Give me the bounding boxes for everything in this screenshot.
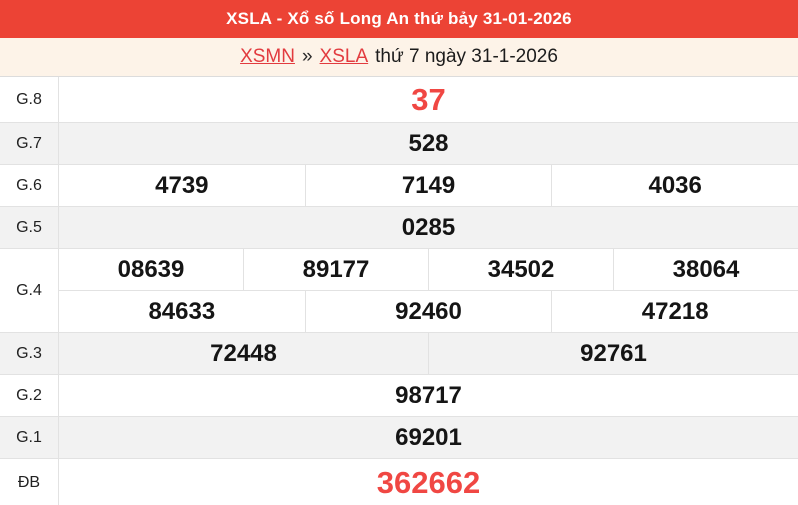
prize-line: 08639 89177 34502 38064 [59, 249, 798, 290]
prize-number: 37 [411, 81, 446, 117]
prize-values: 362662 [59, 459, 798, 505]
prize-row-g3: G.3 72448 92761 [0, 333, 798, 375]
prize-number: 0285 [401, 213, 456, 241]
breadcrumb-link-xsla[interactable]: XSLA [319, 46, 369, 67]
prize-number: 69201 [395, 423, 462, 451]
prize-label: G.8 [0, 77, 59, 122]
prize-number: 4036 [551, 165, 798, 206]
prize-label: G.6 [0, 165, 59, 206]
prize-row-g7: G.7 528 [0, 123, 798, 165]
prize-label: G.5 [0, 207, 59, 248]
prize-line: 72448 92761 [59, 333, 798, 374]
prize-label: ĐB [0, 459, 59, 505]
prize-row-g2: G.2 98717 [0, 375, 798, 417]
prize-number: 84633 [148, 297, 216, 325]
breadcrumb: XSMN » XSLA thứ 7 ngày 31-1-2026 [0, 38, 798, 76]
prize-row-g8: G.8 37 [0, 77, 798, 123]
prize-label: G.2 [0, 375, 59, 416]
prize-number: 362662 [376, 464, 481, 500]
breadcrumb-date-text: thứ 7 ngày 31-1-2026 [375, 46, 558, 67]
prize-number: 92761 [428, 333, 798, 374]
prize-line: 528 [59, 123, 798, 164]
prize-number: 72448 [210, 339, 277, 367]
prize-row-db: ĐB 362662 [0, 459, 798, 505]
prize-number: 47218 [551, 291, 798, 332]
prize-values: 0285 [59, 207, 798, 248]
prize-line: 0285 [59, 207, 798, 248]
prize-values: 37 [59, 77, 798, 122]
prize-label: G.4 [0, 249, 59, 332]
prize-line: 37 [59, 77, 798, 122]
prize-label: G.1 [0, 417, 59, 458]
lottery-results-table: G.8 37 G.7 528 G.6 4739 7149 4036 G.5 [0, 76, 798, 505]
prize-row-g6: G.6 4739 7149 4036 [0, 165, 798, 207]
prize-number: 528 [408, 129, 449, 157]
prize-line: 98717 [59, 375, 798, 416]
page-header: XSLA - Xổ số Long An thứ bảy 31-01-2026 [0, 0, 798, 38]
page-title: XSLA - Xổ số Long An thứ bảy 31-01-2026 [226, 9, 572, 28]
prize-values: 98717 [59, 375, 798, 416]
prize-number: 08639 [117, 255, 185, 283]
prize-values: 69201 [59, 417, 798, 458]
prize-number: 98717 [395, 381, 462, 409]
prize-number: 92460 [304, 291, 552, 332]
prize-values: 528 [59, 123, 798, 164]
prize-number: 4739 [155, 171, 209, 199]
prize-values: 08639 89177 34502 38064 84633 92460 4721… [59, 249, 798, 332]
breadcrumb-link-xsmn[interactable]: XSMN [240, 46, 295, 67]
prize-values: 72448 92761 [59, 333, 798, 374]
prize-number: 38064 [613, 249, 798, 290]
prize-row-g1: G.1 69201 [0, 417, 798, 459]
prize-label: G.3 [0, 333, 59, 374]
prize-line: 69201 [59, 417, 798, 458]
breadcrumb-separator: » [301, 46, 313, 67]
prize-label: G.7 [0, 123, 59, 164]
prize-row-g4: G.4 08639 89177 34502 38064 84633 92460 … [0, 249, 798, 333]
prize-line: 4739 7149 4036 [59, 165, 798, 206]
prize-row-g5: G.5 0285 [0, 207, 798, 249]
prize-number: 7149 [304, 165, 552, 206]
prize-line: 362662 [59, 459, 798, 505]
prize-number: 89177 [243, 249, 428, 290]
prize-values: 4739 7149 4036 [59, 165, 798, 206]
prize-number: 34502 [428, 249, 613, 290]
prize-line: 84633 92460 47218 [59, 290, 798, 332]
